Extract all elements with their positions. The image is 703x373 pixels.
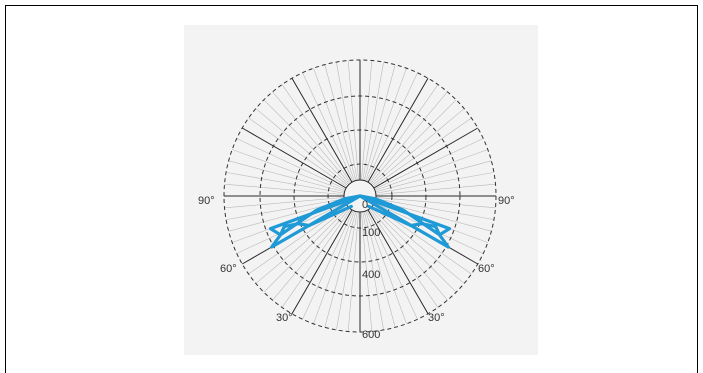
grid-spoke — [360, 73, 417, 196]
grid-spoke — [360, 61, 372, 196]
grid-spoke — [360, 184, 495, 196]
angle-label-left-60: 60° — [220, 263, 237, 275]
angle-label-right-90: 90° — [498, 195, 515, 207]
grid-spoke — [348, 61, 360, 196]
grid-spoke — [360, 139, 483, 196]
angle-label-left-90: 90° — [198, 195, 215, 207]
grid-spoke — [360, 196, 372, 331]
grid-spoke — [303, 73, 360, 196]
angle-label-left-30: 30° — [276, 312, 293, 324]
radial-label-600: 600 — [362, 329, 380, 341]
radial-label-0: 0 — [362, 199, 368, 211]
grid-spoke — [225, 184, 360, 196]
angle-label-right-60: 60° — [478, 263, 495, 275]
grid-spoke — [348, 196, 360, 331]
radial-label-100: 100 — [362, 227, 380, 239]
radial-label-400: 400 — [362, 269, 380, 281]
grid-spoke — [237, 139, 360, 196]
angle-label-right-30: 30° — [428, 312, 445, 324]
